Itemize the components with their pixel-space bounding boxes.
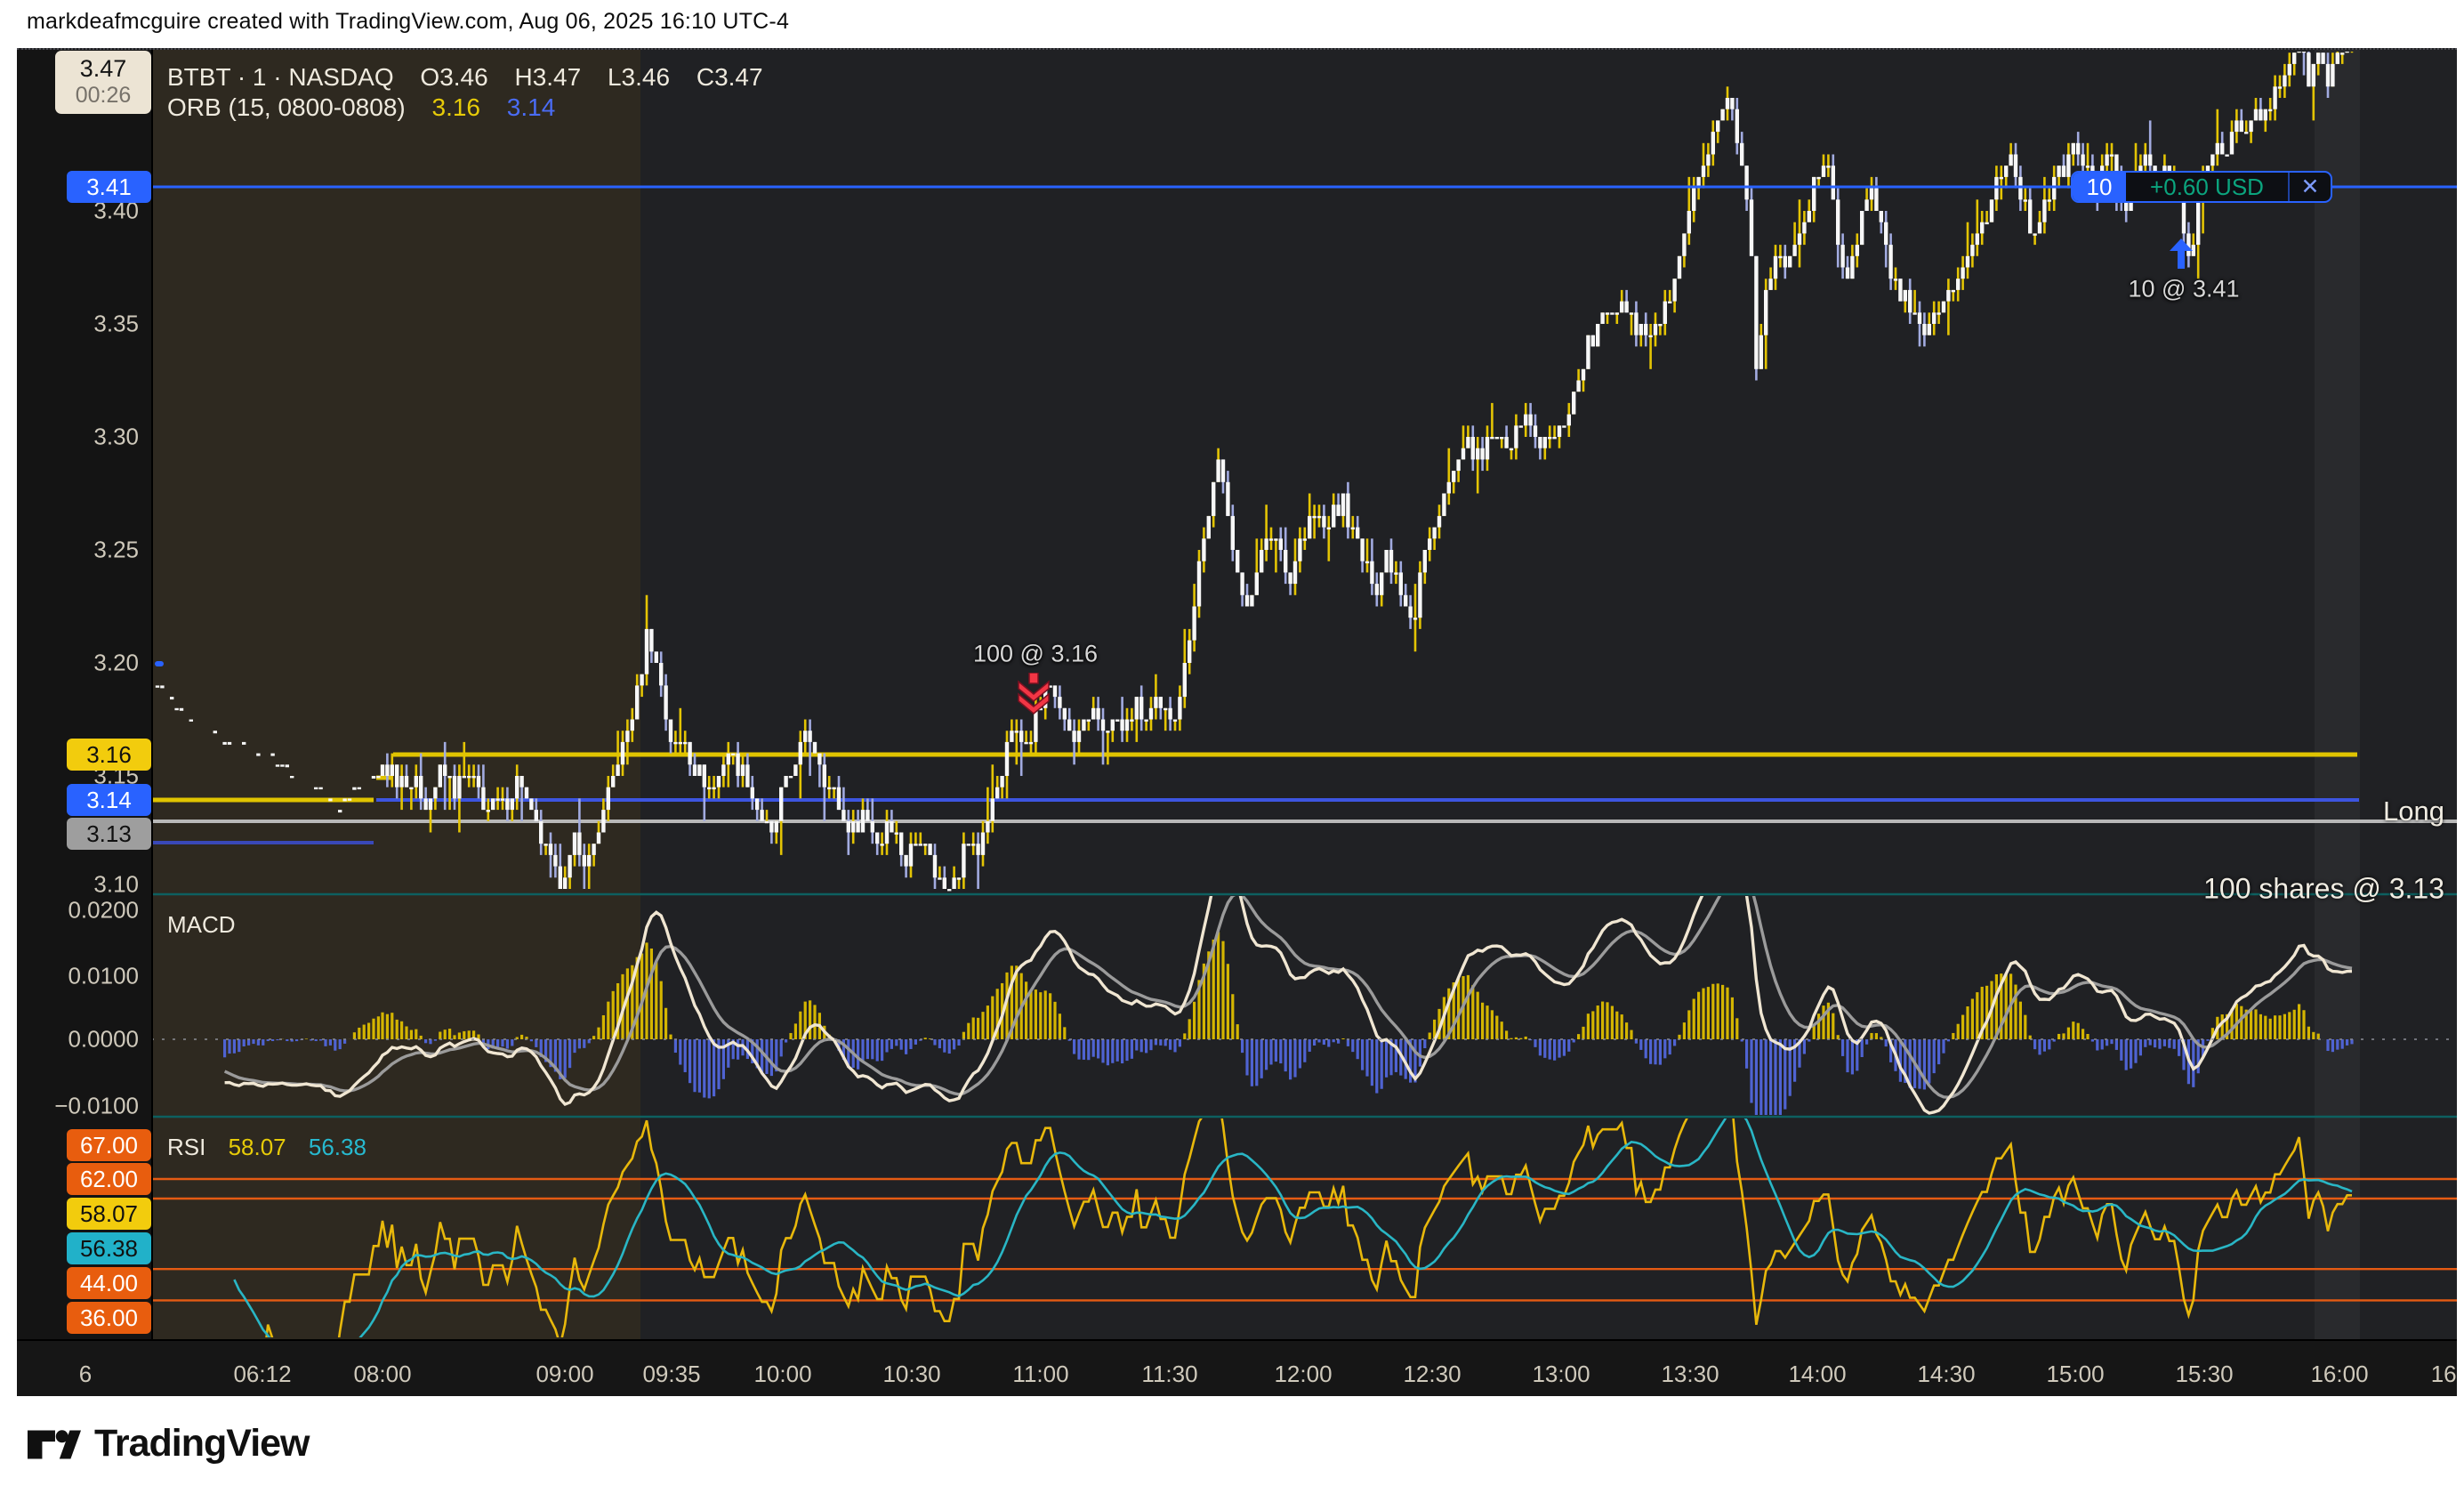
- time-label-16:00[interactable]: 16:00: [2310, 1361, 2369, 1387]
- premarket-session-shading: [151, 50, 640, 1339]
- candles-layer: [155, 52, 2354, 892]
- price-tick-3.20: 3.20: [93, 649, 139, 676]
- shares-label: 100 shares @ 3.13: [2203, 872, 2444, 905]
- orb-high-value: 3.16: [431, 93, 481, 121]
- rsi-line: [265, 1118, 2352, 1337]
- rsi-ma-line: [233, 1118, 2353, 1337]
- price-tick-3.10: 3.10: [93, 870, 139, 898]
- rsi-ma-value: 56.38: [308, 1134, 366, 1160]
- rsi-level-badge-36.00: 36.00: [67, 1302, 151, 1334]
- tradingview-logo-icon: [27, 1429, 82, 1458]
- time-label-11:00[interactable]: 11:00: [1012, 1361, 1069, 1387]
- attribution-text: markdeafmcguire created with TradingView…: [27, 9, 790, 34]
- rsi-level-badge-56.38: 56.38: [67, 1232, 151, 1264]
- time-label-08:00[interactable]: 08:00: [353, 1361, 412, 1387]
- price-tick-3.35: 3.35: [93, 310, 139, 337]
- position-qty[interactable]: 10: [2073, 173, 2126, 201]
- prev-close-marker: [155, 661, 164, 666]
- time-axis[interactable]: 6 06:12 08:00 09:00 09:35 10:00 10:30 11:00 11:3…: [17, 1339, 2457, 1396]
- time-label-09:35[interactable]: 09:35: [642, 1361, 701, 1387]
- tradingview-logo-text: TradingView: [94, 1422, 310, 1465]
- macd-signal-line: [223, 896, 2353, 1099]
- price-level-badge-3.13: 3.13: [67, 818, 151, 850]
- rsi-level-badge-62.00: 62.00: [67, 1163, 151, 1195]
- current-bar-highlight: [2315, 50, 2360, 1339]
- time-label-14:00[interactable]: 14:00: [1788, 1361, 1847, 1387]
- rsi-title: RSI: [167, 1134, 206, 1160]
- price-level-badge-3.41: 3.41: [67, 171, 151, 203]
- symbol-row: BTBT · 1 · NASDAQ O3.46 H3.47 L3.46 C3.4…: [167, 62, 763, 93]
- bar-countdown: 00:26: [75, 83, 132, 108]
- time-label-14:30[interactable]: 14:30: [1917, 1361, 1976, 1387]
- macd-layer: [223, 896, 2354, 1115]
- time-label-10:30[interactable]: 10:30: [882, 1361, 941, 1387]
- tradingview-logo: TradingView: [27, 1422, 310, 1466]
- rsi-level-badge-58.07: 58.07: [67, 1198, 151, 1230]
- time-label-15:30[interactable]: 15:30: [2175, 1361, 2234, 1387]
- chart-legend[interactable]: BTBT · 1 · NASDAQ O3.46 H3.47 L3.46 C3.4…: [167, 62, 763, 123]
- current-price-badge: 3.47 00:26: [55, 51, 151, 114]
- rsi-value: 58.07: [228, 1134, 286, 1160]
- ohlc-low: L3.46: [607, 63, 671, 91]
- orb-low-value: 3.14: [506, 93, 556, 121]
- time-label-12:30[interactable]: 12:30: [1403, 1361, 1461, 1387]
- macd-tick-−0.0100: −0.0100: [54, 1092, 139, 1119]
- buy-arrow-icon: [2170, 238, 2193, 269]
- price-level-badge-3.16: 3.16: [67, 739, 151, 771]
- macd-tick-0.0200: 0.0200: [68, 896, 139, 924]
- time-label-09:00[interactable]: 09:00: [535, 1361, 594, 1387]
- close-position-icon[interactable]: ✕: [2300, 174, 2320, 199]
- orb-indicator-title: ORB (15, 0800-0808): [167, 93, 406, 121]
- symbol-title: BTBT · 1 · NASDAQ: [167, 63, 394, 91]
- buy-fill-label: 10 @ 3.41: [2128, 275, 2240, 303]
- price-tick-3.30: 3.30: [93, 423, 139, 450]
- current-price: 3.47: [79, 55, 127, 82]
- ohlc-high: H3.47: [514, 63, 582, 91]
- time-label-10:00[interactable]: 10:00: [753, 1361, 812, 1387]
- price-axis[interactable]: 3.47 00:26 3.40 3.35 3.30 3.25 3.20 3.15 3.10 0…: [17, 50, 153, 1339]
- rsi-layer: [233, 1118, 2353, 1337]
- chart-frame: BTBT · 1 · NASDAQ O3.46 H3.47 L3.46 C3.4…: [17, 48, 2457, 1396]
- price-level-badge-3.14: 3.14: [67, 784, 151, 816]
- macd-tick-0.0000: 0.0000: [68, 1025, 139, 1053]
- time-label-6[interactable]: 6: [78, 1361, 93, 1387]
- time-label-12:00[interactable]: 12:00: [1274, 1361, 1333, 1387]
- ohlc-close: C3.47: [696, 63, 763, 91]
- chart-canvas[interactable]: [17, 50, 2457, 1396]
- macd-pane-label[interactable]: MACD: [167, 911, 236, 938]
- time-label-16:3[interactable]: 16:3: [2430, 1361, 2457, 1387]
- position-pnl: +0.60 USD: [2126, 173, 2290, 201]
- ohlc-open: O3.46: [420, 63, 488, 91]
- macd-line: [224, 896, 2353, 1115]
- price-level-lines: [151, 661, 2457, 844]
- position-tag[interactable]: 10 +0.60 USD ✕: [2071, 171, 2332, 203]
- time-label-11:30[interactable]: 11:30: [1141, 1361, 1198, 1387]
- time-label-13:00[interactable]: 13:00: [1532, 1361, 1590, 1387]
- time-label-13:30[interactable]: 13:30: [1661, 1361, 1719, 1387]
- long-position-label: Long: [2383, 795, 2444, 827]
- rsi-level-badge-67.00: 67.00: [67, 1129, 151, 1161]
- price-tick-3.25: 3.25: [93, 536, 139, 563]
- rsi-pane-label[interactable]: RSI 58.07 56.38: [167, 1134, 366, 1161]
- rsi-level-badge-44.00: 44.00: [67, 1267, 151, 1299]
- time-label-15:00[interactable]: 15:00: [2046, 1361, 2105, 1387]
- indicator-row: ORB (15, 0800-0808) 3.16 3.14: [167, 93, 763, 123]
- sell-arrow-icon: [1018, 673, 1050, 715]
- time-label-06:12[interactable]: 06:12: [233, 1361, 292, 1387]
- macd-tick-0.0100: 0.0100: [68, 962, 139, 989]
- sell-fill-label: 100 @ 3.16: [972, 640, 1099, 667]
